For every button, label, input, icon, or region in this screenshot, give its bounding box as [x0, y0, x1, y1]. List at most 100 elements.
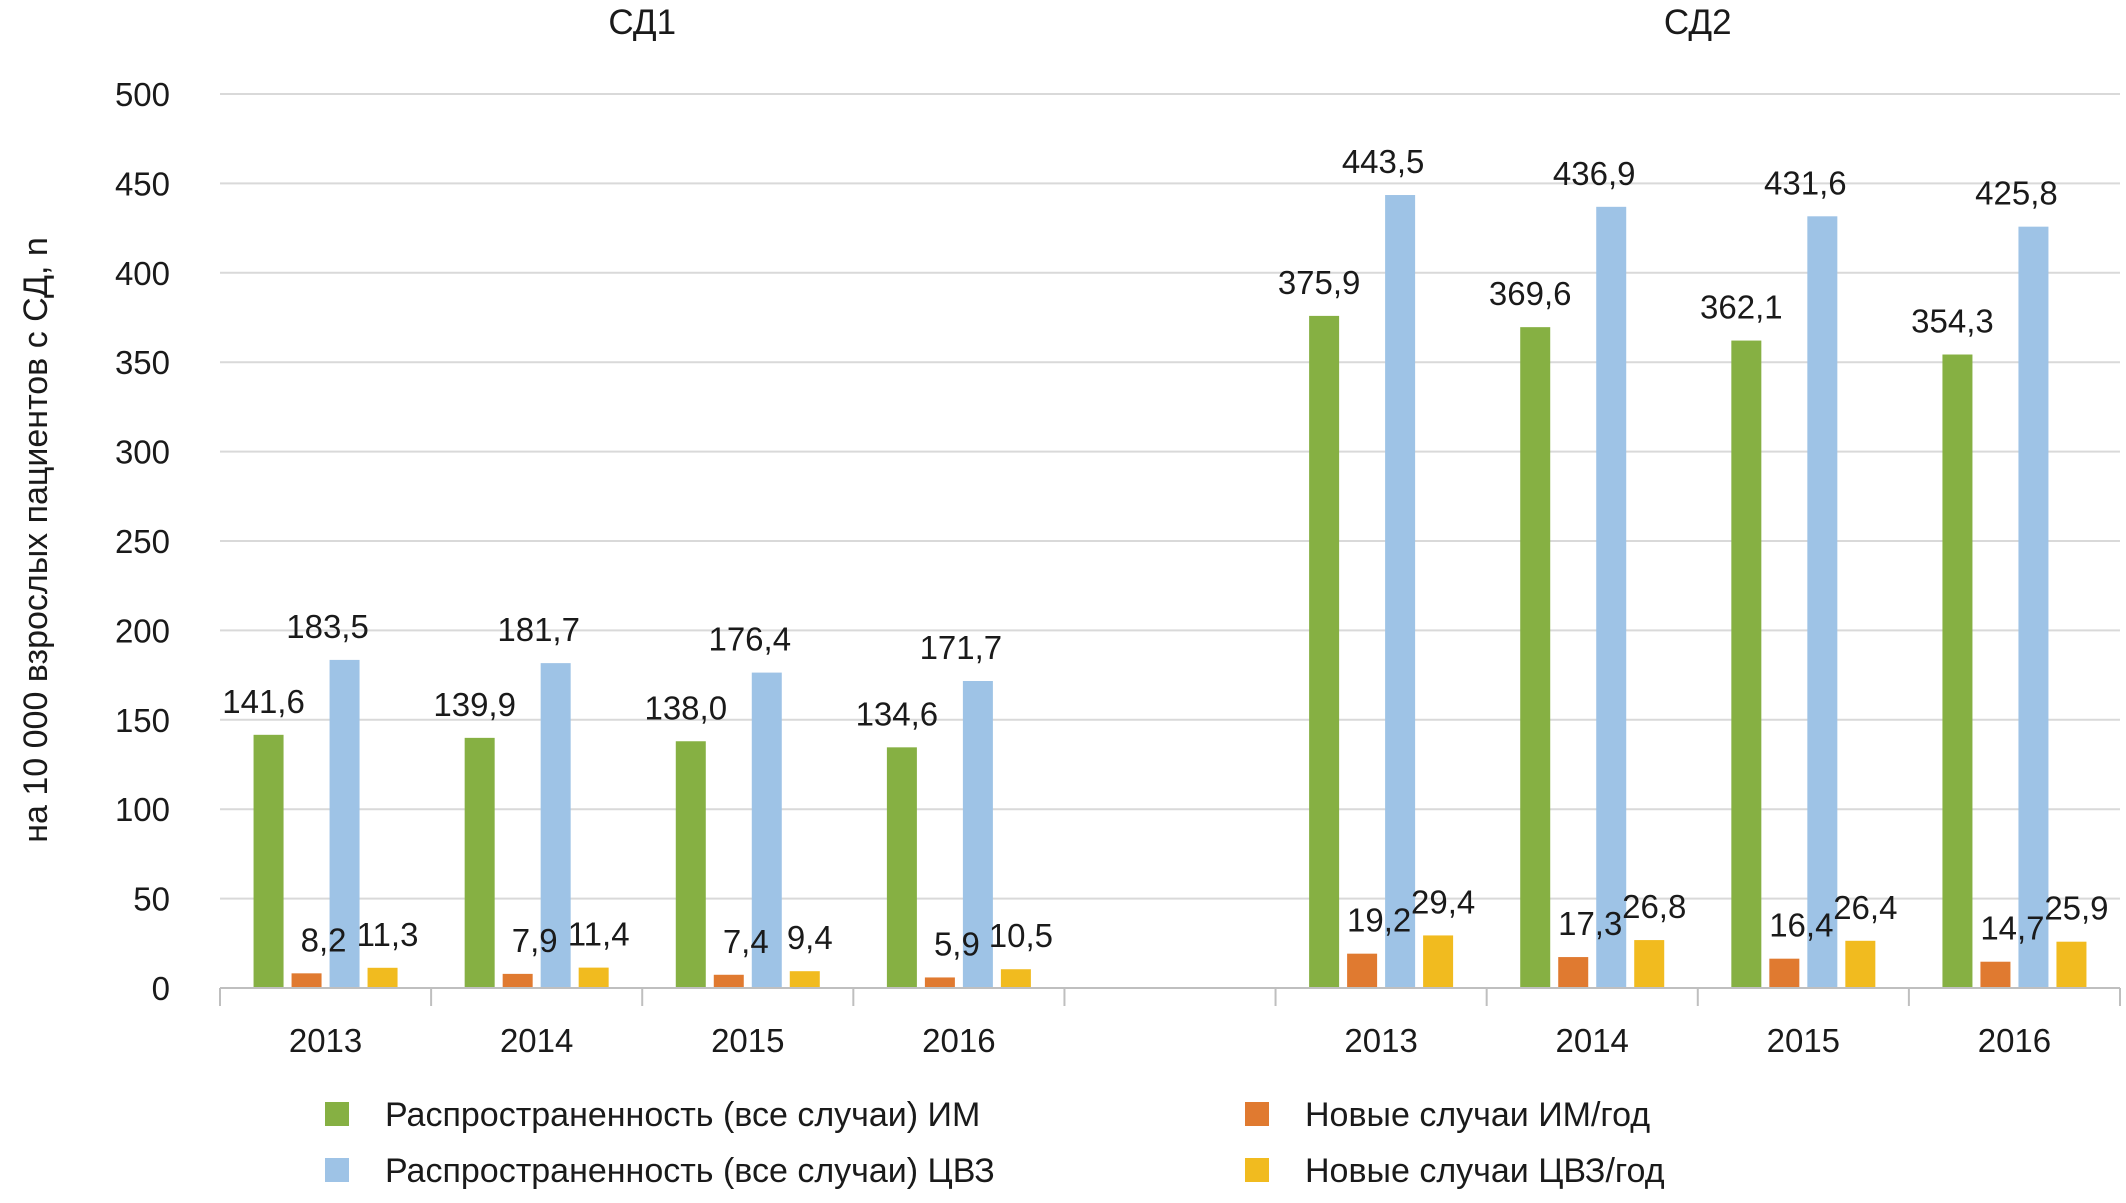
bar	[1845, 940, 1876, 988]
bar	[1347, 953, 1378, 988]
bar	[540, 663, 571, 988]
bar	[1423, 935, 1454, 988]
group-titles: СД1 СД2	[608, 3, 1731, 42]
y-tick-label: 100	[115, 791, 170, 828]
y-tick-label: 450	[115, 165, 170, 202]
data-label: 443,5	[1342, 143, 1425, 180]
bar	[464, 737, 495, 988]
x-tick-label: 2015	[711, 1022, 784, 1059]
data-label: 139,9	[433, 686, 516, 723]
x-tick-label: 2016	[922, 1022, 995, 1059]
bar	[924, 977, 955, 988]
grid-lines	[220, 93, 2120, 900]
data-labels: 141,6 183,5 8,2 11,3 139,9 181,7 7,9 11,4 138,0 1…	[222, 143, 2108, 962]
y-tick-label: 350	[115, 344, 170, 381]
y-tick-label: 200	[115, 612, 170, 649]
data-label: 14,7	[1980, 910, 2044, 947]
data-label: 176,4	[708, 621, 791, 658]
y-tick-label: 250	[115, 523, 170, 560]
bar	[751, 672, 782, 988]
bar	[1731, 340, 1762, 988]
bar	[1000, 969, 1031, 988]
bar	[789, 971, 820, 988]
data-label: 26,8	[1622, 888, 1686, 925]
legend-swatch	[325, 1158, 349, 1182]
bar	[291, 973, 322, 988]
data-label: 181,7	[497, 611, 580, 648]
bar	[962, 681, 993, 988]
data-label: 134,6	[856, 695, 939, 732]
legend: Распространенность (все случаи) ИМ Новые …	[325, 1096, 1665, 1190]
legend-swatch	[325, 1102, 349, 1126]
bar	[1807, 216, 1838, 988]
bar	[578, 967, 609, 988]
data-label: 17,3	[1558, 905, 1622, 942]
bar	[502, 973, 533, 988]
y-tick-label: 150	[115, 702, 170, 739]
x-axis: 2013 2014 2015 2016 2013 2014 2015 2016	[219, 987, 2121, 1059]
bar	[1980, 961, 2011, 988]
data-label: 7,9	[512, 922, 558, 959]
data-label: 362,1	[1700, 289, 1783, 326]
legend-label: Новые случаи ИМ/год	[1305, 1096, 1650, 1134]
data-label: 183,5	[286, 608, 369, 645]
x-tick-label: 2014	[1556, 1022, 1629, 1059]
x-tick-label: 2013	[1344, 1022, 1417, 1059]
x-tick-label: 2015	[1767, 1022, 1840, 1059]
bars	[253, 195, 2087, 989]
bar	[2018, 226, 2049, 988]
data-label: 5,9	[934, 925, 980, 962]
bar	[713, 974, 744, 988]
legend-swatch	[1245, 1102, 1269, 1126]
data-label: 11,4	[568, 916, 630, 953]
data-label: 171,7	[920, 629, 1003, 666]
legend-label: Распространенность (все случаи) ЦВЗ	[385, 1152, 995, 1190]
group-title: СД2	[1664, 3, 1732, 42]
x-tick-label: 2016	[1978, 1022, 2051, 1059]
y-tick-labels: 0 50 100 150 200 250 300 350 400 450 500	[115, 76, 170, 1007]
data-label: 19,2	[1347, 902, 1411, 939]
data-label: 10,5	[989, 917, 1053, 954]
y-axis-label: на 10 000 взрослых пациентов с СД, n	[17, 237, 55, 843]
data-label: 141,6	[222, 683, 305, 720]
data-label: 8,2	[301, 921, 347, 958]
y-tick-label: 0	[152, 970, 170, 1007]
data-label: 11,3	[357, 916, 419, 953]
data-label: 25,9	[2044, 890, 2108, 927]
y-tick-label: 400	[115, 255, 170, 292]
y-tick-label: 50	[133, 881, 170, 918]
data-label: 354,3	[1911, 303, 1994, 340]
data-label: 138,0	[644, 689, 727, 726]
y-tick-label: 500	[115, 76, 170, 113]
y-tick-label: 300	[115, 434, 170, 471]
group-title: СД1	[608, 3, 676, 42]
bar	[1634, 940, 1665, 988]
bar	[2056, 941, 2087, 988]
data-label: 436,9	[1553, 155, 1636, 192]
data-label: 431,6	[1764, 164, 1847, 201]
data-label: 9,4	[787, 919, 833, 956]
x-tick-label: 2014	[500, 1022, 573, 1059]
data-label: 369,6	[1489, 275, 1572, 312]
legend-label: Новые случаи ЦВЗ/год	[1305, 1152, 1665, 1190]
bar	[1942, 354, 1973, 988]
data-label: 29,4	[1411, 883, 1475, 920]
bar	[1385, 195, 1416, 989]
x-tick-label: 2013	[289, 1022, 362, 1059]
bar	[675, 741, 706, 988]
legend-label: Распространенность (все случаи) ИМ	[385, 1096, 980, 1134]
bar	[1520, 327, 1551, 988]
bar	[1596, 206, 1627, 988]
bar	[367, 967, 398, 988]
data-label: 26,4	[1833, 889, 1897, 926]
data-label: 425,8	[1975, 175, 2058, 212]
bar	[1309, 315, 1340, 988]
data-label: 375,9	[1278, 264, 1361, 301]
data-label: 16,4	[1769, 907, 1833, 944]
data-label: 7,4	[723, 923, 769, 960]
bar	[886, 747, 917, 988]
bar	[329, 659, 360, 988]
bar	[253, 734, 284, 988]
bar	[1558, 957, 1589, 988]
bar	[1769, 958, 1800, 988]
